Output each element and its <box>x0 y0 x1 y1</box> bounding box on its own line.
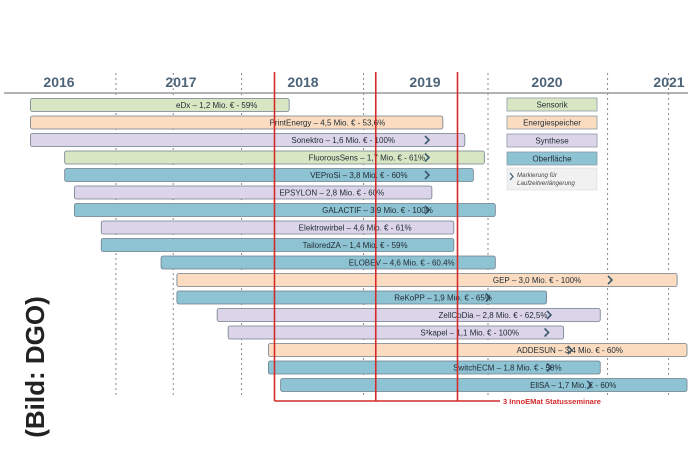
project-bar <box>30 115 444 130</box>
project-label: S³kapel – 1,1 Mio. € - 100% <box>420 329 519 338</box>
legend: Sensorik Energiespeicher Synthese Oberfläch… <box>506 97 598 191</box>
project-bar <box>227 325 565 340</box>
extension-marker <box>485 292 492 303</box>
legend-swatch <box>506 115 598 130</box>
year-label: 2020 <box>531 74 562 90</box>
project-label: TailoredZA – 1,4 Mio. € - 59% <box>303 241 408 250</box>
year-label: 2017 <box>165 74 196 90</box>
project-label: eDx – 1,2 Mio. € - 59% <box>176 101 257 110</box>
project-bar <box>267 343 688 357</box>
project-bar <box>100 238 455 252</box>
legend-note-text: Markierung für <box>517 172 558 179</box>
year-label: 2021 <box>653 74 684 90</box>
extension-marker <box>424 170 431 180</box>
year-label: 2018 <box>287 74 318 90</box>
image-credit: (Bild: DGO) <box>20 296 50 438</box>
project-label: FluorousSens – 1,7 Mio. € - 61% <box>309 154 426 163</box>
legend-note-marker <box>509 172 514 181</box>
legend-label: Energiespeicher <box>523 119 581 128</box>
project-bar <box>267 360 601 375</box>
project-bar <box>30 133 466 147</box>
year-label: 2016 <box>43 74 74 90</box>
seminar-label: 3 InnoEMat Statusseminare <box>503 397 601 406</box>
legend-label: Oberfläche <box>532 155 572 164</box>
project-bars: eDx – 1,2 Mio. € - 59% PrintEnergy – 4,5 … <box>30 98 688 392</box>
project-bar <box>74 203 496 217</box>
project-label: ReKoPP – 1,9 Mio. € - 65% <box>394 294 492 303</box>
project-bar <box>160 255 496 270</box>
extension-marker <box>567 345 573 355</box>
extension-marker <box>586 380 593 390</box>
project-label: GALACTIF – 3,9 Mio. € - 100% <box>322 206 433 215</box>
legend-label: Sensorik <box>536 101 568 110</box>
project-label: EPSYLON – 2,8 Mio. € - 60% <box>279 189 384 198</box>
project-label: Sonektro – 1,6 Mio. € - 100% <box>291 136 395 145</box>
project-bar <box>280 378 688 392</box>
extension-marker <box>546 310 553 320</box>
legend-swatch <box>506 97 598 112</box>
project-label: Elektrowirbel – 4,6 Mio. € - 61% <box>299 224 412 233</box>
year-axis: 2016 2017 2018 2019 2020 2021 <box>4 74 688 94</box>
project-bar <box>64 168 474 182</box>
project-bar <box>74 185 433 200</box>
extension-marker <box>424 135 431 145</box>
legend-swatch <box>506 151 598 166</box>
legend-note-box <box>506 167 598 191</box>
project-label: VEProSi – 3,8 Mio. € - 60% <box>310 171 407 180</box>
project-bar <box>30 98 290 112</box>
project-bar <box>100 220 455 235</box>
extension-marker <box>424 205 431 215</box>
project-label: PrintEnergy – 4,5 Mio. € - 53,6% <box>270 119 386 128</box>
legend-note-text: Laufzeitverlängerung <box>517 180 575 187</box>
project-bar <box>176 273 678 287</box>
project-label: SwitchECM – 1,8 Mio. € - 58% <box>453 364 561 373</box>
project-bar <box>176 290 547 305</box>
seminar-lines: 3 InnoEMat Statusseminare <box>273 72 601 406</box>
project-label: ZellCoDia – 2,8 Mio. € - 62,5% <box>439 311 548 320</box>
extension-marker <box>546 362 553 373</box>
extension-marker <box>424 152 431 163</box>
project-label: EllSA – 1,7 Mio. € - 60% <box>530 381 616 390</box>
year-label: 2019 <box>409 74 440 90</box>
project-label: ADDESUN – 3,4 Mio. € - 60% <box>517 346 623 355</box>
legend-label: Synthese <box>535 137 569 146</box>
extension-marker <box>543 327 550 338</box>
extension-marker <box>607 275 614 285</box>
legend-swatch <box>506 133 598 148</box>
project-label: GEP – 3,0 Mio. € - 100% <box>493 276 581 285</box>
project-bar <box>216 308 601 322</box>
project-label: ELOBEV – 4,6 Mio. € - 60.4% <box>349 259 455 268</box>
